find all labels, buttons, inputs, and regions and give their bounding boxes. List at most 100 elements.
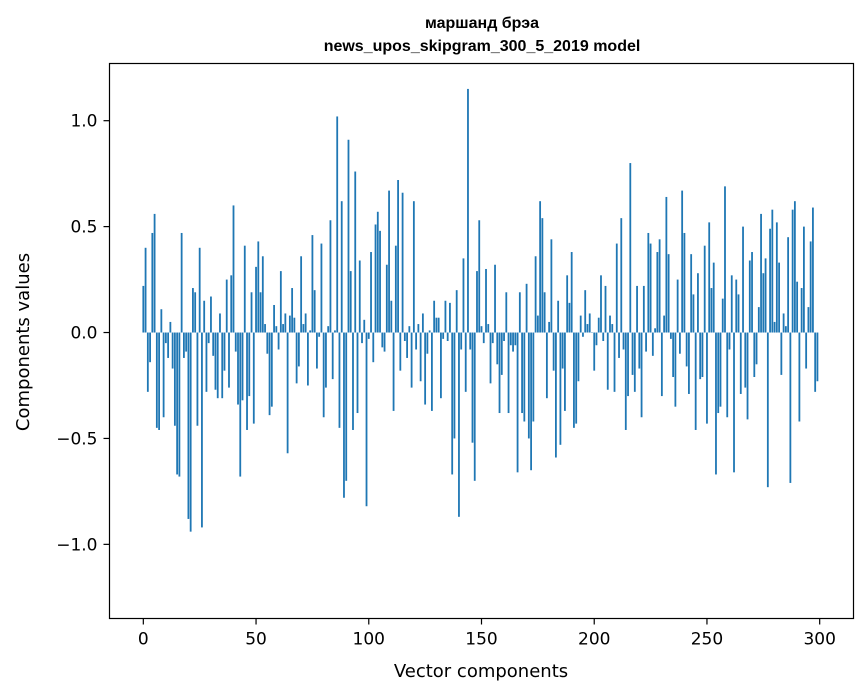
bar: [433, 300, 436, 333]
bar: [681, 190, 684, 333]
bar: [541, 218, 544, 333]
bar: [536, 315, 539, 333]
bar: [331, 332, 334, 380]
bar: [503, 332, 505, 341]
bar: [494, 264, 496, 333]
bar: [742, 226, 744, 333]
bar: [464, 332, 467, 392]
y-axis-ticks: −1.0 −0.5 0.0 0.5 1.0: [56, 112, 110, 555]
bar: [624, 332, 627, 430]
bar: [719, 332, 722, 407]
bar: [385, 264, 388, 333]
bar: [656, 252, 659, 333]
x-tick-label: 300: [803, 630, 835, 650]
bar: [721, 298, 724, 333]
bar: [636, 285, 638, 333]
bar: [627, 332, 629, 397]
bar: [593, 332, 596, 371]
bar: [586, 324, 589, 333]
bar: [261, 256, 264, 333]
bar: [582, 332, 584, 337]
bar: [194, 292, 197, 333]
bar: [169, 321, 172, 333]
bar: [311, 235, 314, 333]
bar: [469, 332, 472, 350]
bar: [246, 332, 248, 430]
bar: [482, 332, 485, 344]
bar: [437, 317, 440, 333]
bar: [688, 332, 690, 394]
bar: [277, 332, 280, 350]
bar: [787, 237, 790, 333]
bar: [192, 288, 194, 333]
bar: [367, 332, 370, 339]
bar: [388, 190, 390, 333]
bar: [363, 319, 366, 333]
bar: [189, 332, 192, 532]
bar: [527, 332, 530, 439]
bar: [397, 180, 399, 333]
bar: [703, 245, 706, 333]
bar: [291, 288, 294, 333]
bar: [462, 258, 465, 333]
bar: [667, 254, 670, 333]
bar: [164, 332, 167, 344]
bar: [476, 271, 478, 333]
bar: [149, 332, 151, 363]
bar: [354, 171, 357, 333]
bar: [453, 332, 456, 439]
bar: [791, 209, 794, 333]
bar: [638, 332, 641, 369]
bar: [187, 332, 190, 519]
bar: [257, 241, 260, 333]
bar: [473, 332, 476, 481]
bar: [205, 332, 208, 392]
bar: [293, 317, 296, 333]
bar: [417, 324, 420, 333]
bar: [180, 232, 183, 333]
bar: [458, 332, 460, 517]
bar: [751, 252, 753, 333]
bar: [266, 332, 269, 354]
bar: [796, 281, 799, 333]
bar: [412, 201, 415, 333]
bar: [733, 332, 735, 473]
bar: [185, 332, 188, 352]
bar: [620, 218, 623, 333]
bar: [198, 247, 201, 333]
bar: [327, 326, 330, 333]
bar: [757, 307, 760, 333]
bar: [467, 88, 469, 333]
bar: [372, 332, 375, 363]
bar: [584, 290, 587, 333]
bar: [349, 271, 352, 333]
bar: [577, 332, 580, 382]
bar: [778, 262, 780, 333]
bar: [728, 332, 731, 350]
bar: [597, 317, 600, 333]
bar: [798, 332, 801, 422]
bar: [241, 332, 244, 401]
bar: [760, 213, 762, 333]
bar: [559, 332, 562, 445]
bar: [471, 332, 474, 443]
bar: [615, 243, 618, 333]
bar: [421, 313, 424, 333]
bar: [613, 332, 616, 392]
bar: [805, 332, 808, 369]
bar: [322, 332, 325, 418]
bar: [557, 300, 560, 333]
bar: [390, 300, 393, 333]
bar: [449, 302, 451, 333]
bar: [573, 332, 575, 428]
bar: [392, 332, 395, 411]
bar: [356, 332, 359, 414]
bar: [518, 292, 521, 333]
bar: [552, 332, 555, 371]
bar: [663, 315, 666, 333]
bar: [672, 332, 675, 378]
bar: [216, 332, 219, 399]
bar: [771, 209, 774, 333]
bar: [500, 332, 503, 375]
